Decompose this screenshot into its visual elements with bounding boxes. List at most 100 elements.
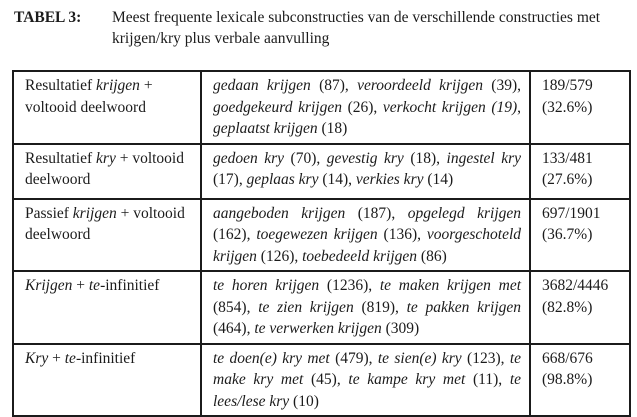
example-phrase: te maken krijgen met [379, 277, 521, 294]
example-phrase: te horen krijgen [213, 277, 320, 294]
example-phrase: opgelegd krijgen [407, 204, 522, 222]
frequency-percent: (32.6%) [542, 98, 593, 116]
examples-cell: aangeboden krijgen (187), opgelegd krijg… [200, 197, 531, 272]
frequency-percent: (27.6%) [542, 171, 593, 188]
example-phrase: geplaas kry [246, 171, 319, 188]
example-phrase: te lees/lese kry [213, 371, 522, 410]
construction-segment: te [64, 349, 76, 367]
example-count: (1236) [326, 277, 369, 294]
construction-segment: -infinitief [75, 349, 136, 367]
example-count: (17) [213, 171, 239, 188]
example-count: (479) [335, 349, 369, 367]
construction-segment: Passief [25, 204, 73, 222]
table-caption-text: Meest frequente lexicale subconstructies… [112, 9, 601, 47]
example-count: (39) [491, 77, 518, 94]
example-count: (309) [385, 320, 420, 337]
frequency-cell: 133/481 (27.6%) [529, 142, 631, 200]
table-row: Resultatief krijgen + voltooid deelwoord… [12, 70, 631, 145]
examples-cell: gedaan krijgen (87), veroordeeld krijgen… [200, 70, 531, 145]
frequency-percent: (98.8%) [542, 371, 593, 388]
example-phrase: geplaatst krijgen [213, 120, 318, 137]
frequency-ratio: 668/676 [542, 349, 593, 367]
construction-segment: Resultatief [25, 77, 97, 94]
example-phrase: voorgeschoteld krijgen [213, 226, 522, 265]
construction-cell: Resultatief krijgen + voltooid deelwoord [12, 70, 202, 145]
example-count: (123) [467, 349, 501, 367]
construction-segment: Resultatief [25, 149, 97, 167]
example-count: (819) [361, 298, 396, 316]
example-count: (10) [293, 392, 319, 410]
construction-cell: Krijgen + te-infinitief [12, 270, 202, 345]
example-phrase: ingestel kry [446, 149, 522, 167]
frequency-cell: 189/579 (32.6%) [529, 70, 631, 145]
construction-segment: + [48, 349, 65, 367]
example-phrase: veroordeeld krijgen [357, 77, 483, 94]
construction-cell: Kry + te-infinitief [12, 342, 202, 417]
table-caption: TABEL 3: Meest frequente lexicale subcon… [14, 7, 630, 49]
example-count: (162) [213, 226, 247, 243]
frequency-cell: 3682/4446 (82.8%) [529, 270, 631, 345]
table-row: Kry + te-infinitief te doen(e) kry met (4… [12, 342, 631, 417]
frequency-ratio: 133/481 [542, 149, 593, 167]
example-phrase: goedgekeurd krijgen [213, 98, 342, 116]
frequency-ratio: 189/579 [542, 77, 593, 94]
example-phrase: te doen(e) kry met [213, 349, 330, 367]
example-phrase: te zien krijgen [258, 298, 354, 316]
frequency-cell: 697/1901 (36.7%) [529, 197, 631, 272]
construction-segment: + [72, 277, 89, 294]
example-count: (854) [213, 298, 247, 316]
example-phrase: te make kry met [213, 349, 522, 389]
example-count: (86) [420, 247, 447, 265]
example-count: (136) [383, 226, 418, 243]
construction-segment: -infinitief [100, 277, 160, 294]
example-count: (14) [427, 171, 454, 188]
construction-segment: krijgen [96, 77, 140, 94]
example-count: (14) [322, 171, 349, 188]
construction-segment: Krijgen [25, 277, 73, 294]
example-count: (464) [213, 320, 247, 337]
frequency-percent: (82.8%) [542, 298, 593, 316]
construction-segment: + voltooid deelwoord [25, 204, 185, 244]
example-count: (187) [357, 204, 392, 222]
construction-segment: Kry [25, 349, 49, 367]
construction-segment: + voltooid deelwoord [25, 149, 184, 189]
example-count: (26) [347, 98, 374, 116]
construction-cell: Passief krijgen + voltooid deelwoord [12, 197, 202, 272]
example-phrase: toebedeeld krijgen [302, 247, 418, 265]
example-count: (19) [491, 98, 518, 116]
example-phrase: aangeboden krijgen [213, 204, 346, 222]
examples-cell: te doen(e) kry met (479), te sien(e) kry… [200, 342, 531, 417]
examples-cell: gedoen kry (70), gevestig kry (18), inge… [200, 142, 531, 200]
example-phrase: te pakken krijgen [406, 298, 522, 316]
example-phrase: gedaan krijgen [213, 77, 311, 94]
example-phrase: te kampe kry met [348, 371, 466, 388]
construction-segment: kry [96, 149, 116, 167]
construction-segment: + voltooid deelwoord [25, 77, 153, 116]
example-phrase: toegewezen krijgen [256, 226, 378, 243]
frequency-ratio: 3682/4446 [542, 277, 609, 294]
construction-cell: Resultatief kry + voltooid deelwoord [12, 142, 202, 200]
frequency-percent: (36.7%) [542, 226, 593, 243]
example-count: (18) [410, 149, 437, 167]
frequency-table: Resultatief krijgen + voltooid deelwoord… [12, 70, 631, 417]
example-phrase: verkies kry [355, 171, 424, 188]
example-count: (11) [473, 371, 499, 388]
example-count: (126) [260, 247, 295, 265]
construction-segment: krijgen [72, 204, 117, 222]
table-row: Passief krijgen + voltooid deelwoord aang… [12, 197, 631, 272]
construction-segment: te [88, 277, 101, 294]
example-phrase: verkocht krijgen [382, 98, 486, 116]
examples-cell: te horen krijgen (1236), te maken krijge… [200, 270, 531, 345]
example-phrase: gevestig kry [326, 149, 404, 167]
example-phrase: gedoen kry [213, 149, 285, 167]
example-phrase: te verwerken krijgen [254, 320, 382, 337]
example-phrase: te sien(e) kry [377, 349, 462, 367]
frequency-table-body: Resultatief krijgen + voltooid deelwoord… [12, 70, 631, 417]
example-count: (87) [319, 77, 345, 94]
frequency-ratio: 697/1901 [542, 204, 601, 222]
example-count: (45) [310, 371, 337, 388]
table-row: Resultatief kry + voltooid deelwoord gedo… [12, 142, 631, 200]
table-row: Krijgen + te-infinitief te horen krijgen … [12, 270, 631, 345]
example-count: (18) [321, 120, 348, 137]
table-caption-label: TABEL 3: [14, 9, 82, 26]
